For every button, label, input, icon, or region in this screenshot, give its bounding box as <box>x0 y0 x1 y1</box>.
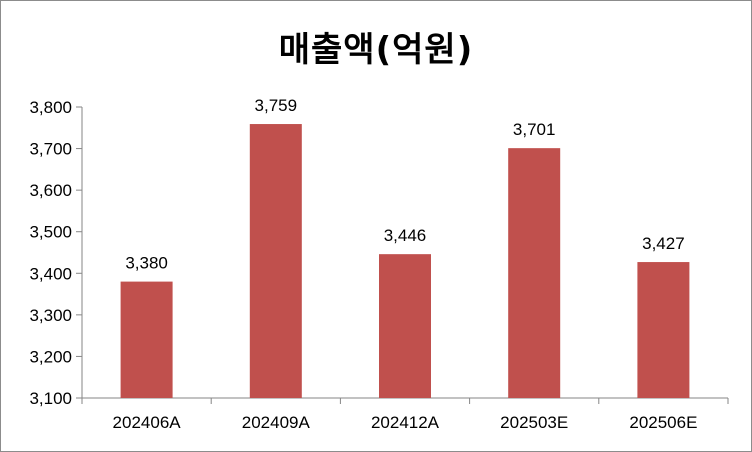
data-label: 3,759 <box>255 96 298 115</box>
x-tick-label: 202412A <box>371 413 440 432</box>
data-label: 3,427 <box>642 234 685 253</box>
x-tick-label: 202409A <box>242 413 311 432</box>
data-label: 3,446 <box>384 226 427 245</box>
y-tick-label: 3,800 <box>29 98 72 117</box>
bar <box>120 281 173 398</box>
chart-title: 매출액(억원) <box>278 30 474 70</box>
y-tick-label: 3,300 <box>29 306 72 325</box>
y-tick-label: 3,700 <box>29 140 72 159</box>
y-tick-label: 3,400 <box>29 264 72 283</box>
y-tick-label: 3,200 <box>29 347 72 366</box>
y-tick-label: 3,100 <box>29 389 72 408</box>
x-tick-label: 202406A <box>113 413 182 432</box>
x-tick-label: 202506E <box>629 413 697 432</box>
bar <box>508 148 561 398</box>
y-tick-label: 3,500 <box>29 223 72 242</box>
bar <box>637 262 690 398</box>
x-tick-label: 202503E <box>500 413 568 432</box>
bar <box>379 254 431 398</box>
bar <box>249 124 302 399</box>
data-label: 3,701 <box>513 120 556 139</box>
y-tick-label: 3,600 <box>29 181 72 200</box>
data-label: 3,380 <box>125 254 168 273</box>
